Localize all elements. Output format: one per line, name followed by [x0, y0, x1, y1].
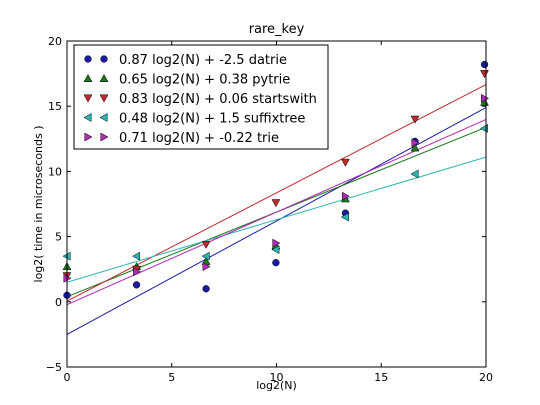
- data-point-series-3-3: [271, 245, 280, 255]
- x-tick-label: 0: [64, 371, 71, 384]
- legend-label: 0.87 log2(N) + -2.5 datrie: [119, 53, 287, 68]
- data-point-series-4-3: [272, 238, 281, 248]
- data-point-series-3-2: [201, 251, 210, 261]
- y-tick-label: 20: [48, 35, 62, 48]
- legend-label: 0.48 log2(N) + 1.5 suffixtree: [119, 112, 305, 127]
- legend-marker-a-0: [84, 55, 92, 63]
- data-point-series-3-4: [340, 212, 349, 222]
- y-tick-label: 0: [55, 296, 62, 309]
- legend-marker-b-4: [100, 132, 109, 142]
- legend-box: [73, 44, 329, 150]
- x-axis-title: log2(N): [256, 379, 297, 392]
- legend-marker-a-3: [83, 113, 92, 122]
- legend-marker-b-0: [100, 55, 108, 63]
- data-point-series-3-5: [410, 169, 419, 179]
- data-point-series-2-3: [271, 199, 281, 208]
- data-point-series-0-2: [202, 285, 210, 293]
- x-tick-label: 15: [374, 371, 388, 384]
- data-point-series-4-1: [133, 267, 142, 277]
- legend-label: 0.65 log2(N) + 0.38 pytrie: [119, 73, 290, 88]
- x-tick-label: 10: [270, 371, 284, 384]
- x-tick-label: 5: [168, 371, 175, 384]
- y-tick-label: −5: [46, 361, 62, 374]
- legend-marker-b-1: [99, 73, 109, 82]
- y-tick-label: 15: [48, 100, 62, 113]
- data-point-series-2-4: [340, 158, 350, 167]
- data-point-series-1-5: [410, 143, 420, 152]
- legend-label: 0.71 log2(N) + -0.22 trie: [119, 131, 279, 146]
- legend: 0.87 log2(N) + -2.5 datrie 0.65 log2(N) +…: [73, 44, 329, 150]
- y-tick-label: 10: [48, 165, 62, 178]
- data-point-series-4-4: [341, 191, 350, 201]
- data-point-series-4-5: [411, 138, 420, 148]
- y-axis-title: log2( time in microseconds ): [32, 125, 45, 282]
- x-tick-label: 20: [479, 371, 493, 384]
- y-tick-label: 5: [55, 231, 62, 244]
- legend-label: 0.83 log2(N) + 0.06 startswith: [119, 92, 317, 107]
- fit-line-series-0: [67, 107, 486, 335]
- data-point-series-0-3: [272, 259, 280, 267]
- data-point-series-0-6: [480, 60, 489, 69]
- data-point-series-3-1: [132, 251, 141, 261]
- data-point-series-4-2: [202, 262, 211, 272]
- legend-marker-b-2: [99, 94, 109, 103]
- data-point-series-0-1: [132, 281, 141, 289]
- fit-line-series-3: [67, 156, 486, 283]
- data-point-series-2-5: [410, 115, 420, 124]
- legend-marker-a-1: [83, 73, 93, 82]
- legend-marker-a-2: [83, 94, 93, 103]
- legend-marker-b-3: [99, 113, 108, 122]
- data-point-series-2-2: [201, 240, 211, 249]
- legend-marker-a-4: [84, 132, 93, 142]
- chart-title: rare_key: [249, 22, 305, 37]
- data-point-series-4-6: [481, 93, 490, 103]
